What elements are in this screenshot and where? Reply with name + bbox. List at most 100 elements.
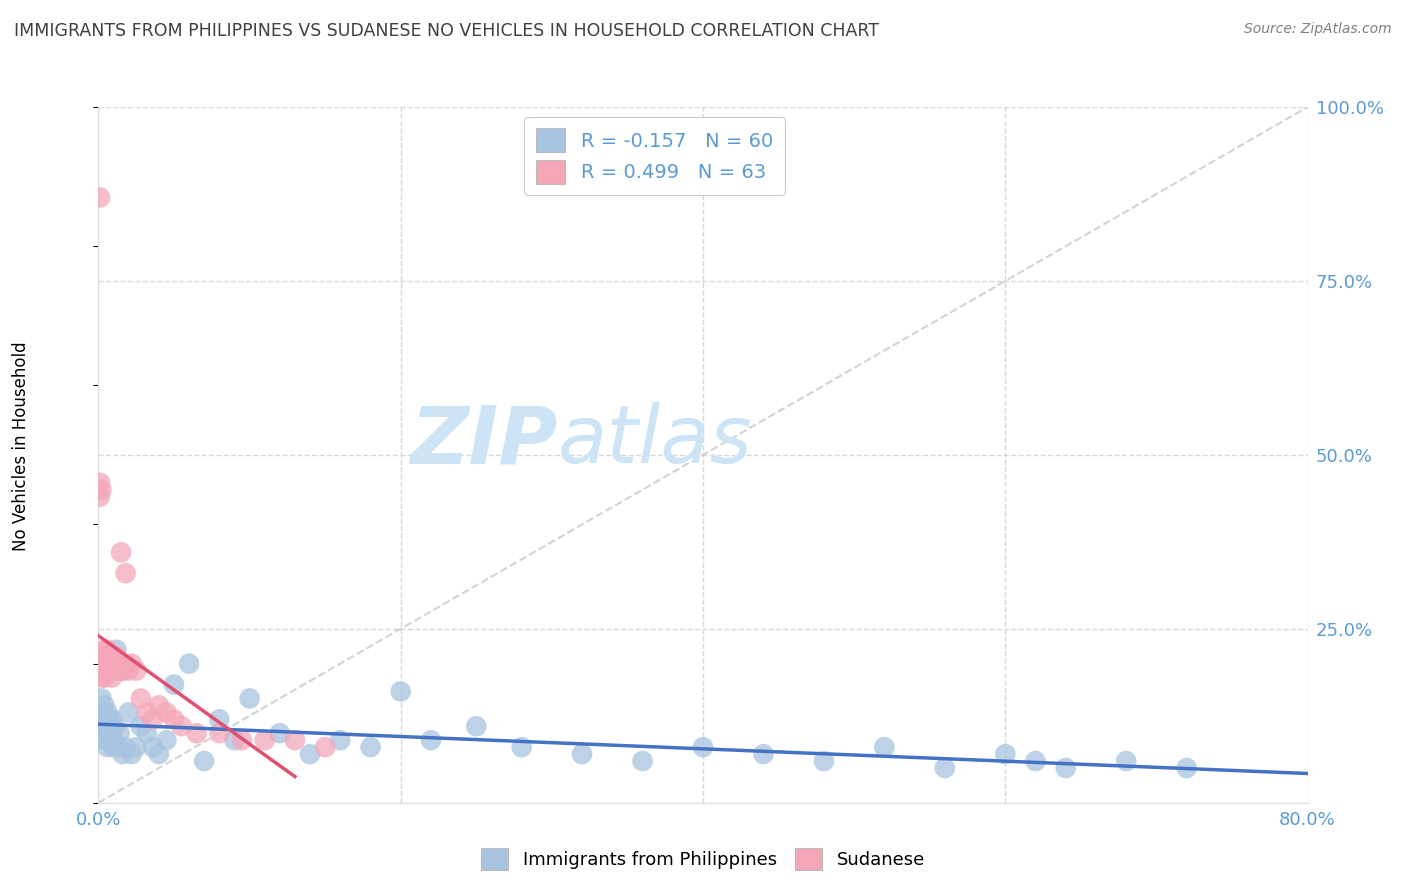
Point — [135, 706, 157, 720]
Point — [89, 712, 111, 726]
Point — [752, 747, 775, 761]
Point — [104, 719, 127, 733]
Point — [89, 490, 111, 504]
Point — [129, 691, 152, 706]
Point — [94, 712, 117, 726]
Point — [1024, 754, 1046, 768]
Point — [105, 657, 128, 671]
Point — [231, 733, 253, 747]
Point — [269, 726, 291, 740]
Point — [170, 719, 193, 733]
Point — [96, 706, 118, 720]
Point — [93, 657, 115, 671]
Point — [93, 642, 115, 657]
Point — [208, 726, 231, 740]
Point — [813, 754, 835, 768]
Point — [90, 657, 112, 671]
Point — [148, 747, 170, 761]
Point — [103, 664, 125, 678]
Point — [96, 657, 118, 671]
Point — [94, 664, 117, 678]
Point — [510, 740, 533, 755]
Point — [110, 664, 132, 678]
Point — [107, 740, 129, 755]
Point — [129, 719, 152, 733]
Point — [93, 698, 115, 713]
Point — [118, 706, 141, 720]
Point — [142, 712, 165, 726]
Point — [125, 740, 148, 755]
Point — [389, 684, 412, 698]
Point — [253, 733, 276, 747]
Point — [108, 726, 131, 740]
Point — [299, 747, 322, 761]
Legend: Immigrants from Philippines, Sudanese: Immigrants from Philippines, Sudanese — [474, 841, 932, 877]
Point — [934, 761, 956, 775]
Point — [163, 712, 186, 726]
Point — [100, 649, 122, 664]
Point — [94, 649, 117, 664]
Point — [104, 657, 127, 671]
Point — [103, 733, 125, 747]
Point — [91, 649, 114, 664]
Point — [105, 649, 128, 664]
Point — [89, 190, 111, 204]
Point — [90, 649, 112, 664]
Point — [465, 719, 488, 733]
Point — [103, 649, 125, 664]
Point — [155, 733, 177, 747]
Point — [91, 657, 114, 671]
Point — [1175, 761, 1198, 775]
Point — [179, 657, 201, 671]
Point — [96, 649, 118, 664]
Point — [100, 733, 122, 747]
Point — [89, 657, 111, 671]
Point — [873, 740, 896, 755]
Point — [571, 747, 593, 761]
Point — [111, 664, 134, 678]
Point — [103, 657, 125, 671]
Point — [111, 747, 134, 761]
Point — [89, 649, 111, 664]
Point — [100, 719, 122, 733]
Text: atlas: atlas — [558, 402, 752, 480]
Point — [96, 740, 118, 755]
Point — [91, 706, 114, 720]
Point — [121, 657, 143, 671]
Point — [692, 740, 714, 755]
Point — [91, 664, 114, 678]
Point — [91, 719, 114, 733]
Point — [284, 733, 307, 747]
Point — [114, 740, 136, 755]
Point — [163, 677, 186, 691]
Point — [1115, 754, 1137, 768]
Point — [93, 649, 115, 664]
Point — [224, 733, 246, 747]
Point — [93, 726, 115, 740]
Point — [103, 740, 125, 755]
Point — [108, 657, 131, 671]
Point — [101, 664, 124, 678]
Point — [118, 664, 141, 678]
Point — [420, 733, 443, 747]
Point — [121, 747, 143, 761]
Text: ZIP: ZIP — [411, 402, 558, 480]
Point — [114, 566, 136, 581]
Point — [155, 706, 177, 720]
Point — [91, 671, 114, 685]
Point — [994, 747, 1017, 761]
Point — [90, 691, 112, 706]
Point — [90, 483, 112, 497]
Point — [100, 657, 122, 671]
Point — [93, 671, 115, 685]
Point — [110, 545, 132, 559]
Point — [96, 664, 118, 678]
Point — [631, 754, 654, 768]
Point — [101, 726, 124, 740]
Point — [94, 733, 117, 747]
Point — [186, 726, 208, 740]
Text: Source: ZipAtlas.com: Source: ZipAtlas.com — [1244, 22, 1392, 37]
Point — [107, 657, 129, 671]
Point — [142, 740, 165, 755]
Point — [101, 657, 124, 671]
